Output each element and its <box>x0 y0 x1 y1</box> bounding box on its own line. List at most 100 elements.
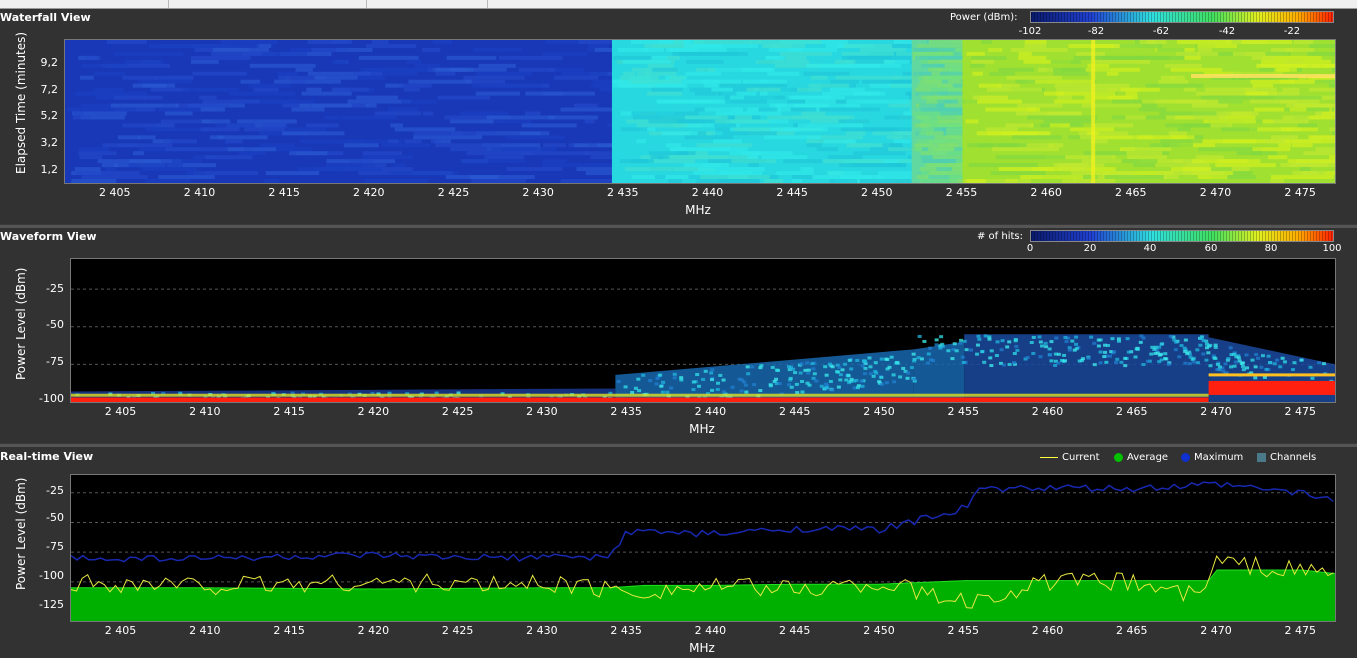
waterfall-cell <box>816 147 838 152</box>
waveform-hit <box>983 334 988 338</box>
waterfall-cell <box>561 71 608 76</box>
waterfall-cell <box>238 151 267 156</box>
waterfall-cell <box>928 55 963 60</box>
waterfall-cell <box>1226 71 1284 76</box>
waterfall-cell <box>668 47 698 52</box>
waveform-hit <box>999 348 1004 352</box>
realtime-y-tick: -50 <box>46 511 64 524</box>
waveform-hit <box>860 364 865 368</box>
waveform-hit <box>1190 357 1195 361</box>
waveform-hit <box>928 358 933 362</box>
waterfall-plot[interactable] <box>64 39 1336 184</box>
waveform-hit <box>1060 358 1065 362</box>
waterfall-cell <box>393 163 406 168</box>
waterfall-cell <box>554 75 599 80</box>
waterfall-cell <box>117 135 141 140</box>
waterfall-cell <box>227 147 276 152</box>
waterfall-cell <box>968 163 1038 168</box>
waveform-hit <box>939 335 944 339</box>
waterfall-cell <box>1147 40 1167 44</box>
waveform-hit <box>803 368 808 372</box>
waveform-hit <box>1236 356 1241 360</box>
waveform-hit <box>995 340 1000 344</box>
waveform-hit <box>812 372 817 376</box>
waterfall-cell <box>684 135 734 140</box>
realtime-x-tick: 2 435 <box>610 624 642 637</box>
waterfall-cell <box>618 83 688 88</box>
waterfall-cell <box>944 99 963 104</box>
waterfall-cell <box>683 163 721 168</box>
waterfall-cell <box>1219 115 1256 120</box>
hits-colorbar-tick: 0 <box>1026 243 1034 254</box>
waveform-hit <box>791 367 796 371</box>
waveform-hit <box>623 385 628 389</box>
waveform-hit <box>1266 354 1271 358</box>
waterfall-cell <box>520 151 590 156</box>
waveform-hit <box>1044 345 1049 349</box>
waveform-x-tick: 2 460 <box>1031 405 1064 418</box>
waterfall-cell <box>1284 47 1315 52</box>
waterfall-y-tick: 9,2 <box>40 56 59 69</box>
waterfall-cell <box>940 111 963 116</box>
legend-average[interactable]: Average <box>1114 452 1168 463</box>
legend-channels[interactable]: Channels <box>1257 452 1316 463</box>
waterfall-cell <box>67 107 136 112</box>
waveform-hit <box>1047 347 1052 351</box>
realtime-x-tick: 2 410 <box>189 624 221 637</box>
waterfall-cell <box>859 179 912 183</box>
waveform-hit <box>906 371 911 375</box>
realtime-plot[interactable] <box>70 474 1336 622</box>
waterfall-cell <box>661 115 728 120</box>
waveform-hit <box>1029 341 1034 345</box>
waveform-hit <box>1163 352 1168 356</box>
waveform-hit <box>1115 357 1120 361</box>
waterfall-cell <box>946 131 963 136</box>
waterfall-cell <box>277 71 299 76</box>
waterfall-cell <box>250 147 313 152</box>
waterfall-cell <box>331 87 369 92</box>
waterfall-cell <box>585 171 612 176</box>
waveform-hit <box>1117 339 1122 343</box>
waterfall-cell <box>1071 171 1134 176</box>
legend-current[interactable]: Current <box>1040 452 1100 463</box>
waveform-hit <box>1037 335 1042 339</box>
waterfall-cell <box>972 71 983 76</box>
waveform-hit <box>844 378 849 382</box>
waterfall-cell <box>158 107 216 112</box>
waterfall-cell <box>829 87 865 92</box>
waterfall-cell <box>714 119 769 124</box>
waterfall-cell <box>650 155 664 160</box>
waveform-hit <box>1014 344 1019 348</box>
waterfall-cell <box>948 151 963 156</box>
waterfall-cell <box>518 67 556 72</box>
waterfall-cell <box>839 175 868 180</box>
waveform-hit <box>1116 337 1121 341</box>
waveform-plot[interactable] <box>70 258 1336 403</box>
waveform-hit <box>1182 346 1187 350</box>
waterfall-cell <box>631 175 701 180</box>
waterfall-cell <box>949 175 963 180</box>
waterfall-cell <box>821 63 881 68</box>
waveform-hit <box>744 390 749 394</box>
waterfall-cell <box>800 167 814 172</box>
waveform-hit <box>1233 360 1238 364</box>
waveform-hit <box>1244 353 1249 357</box>
waterfall-cell <box>696 179 759 183</box>
waterfall-cell <box>1177 99 1242 104</box>
waterfall-cell <box>1307 51 1335 56</box>
waterfall-cell <box>741 67 775 72</box>
waveform-hit <box>774 377 779 381</box>
waterfall-cell <box>884 115 912 120</box>
legend-maximum[interactable]: Maximum <box>1181 452 1243 463</box>
waterfall-cell <box>987 47 1003 52</box>
waterfall-cell <box>1196 91 1251 96</box>
waterfall-cell <box>1254 107 1288 112</box>
waterfall-cell <box>1282 87 1300 92</box>
waterfall-cell <box>709 147 748 152</box>
waterfall-cell <box>693 43 759 48</box>
waterfall-cell <box>1083 151 1150 156</box>
waterfall-cell <box>758 87 809 92</box>
waterfall-cell <box>645 71 677 76</box>
waterfall-cell <box>341 115 397 120</box>
waveform-hit <box>861 359 866 363</box>
